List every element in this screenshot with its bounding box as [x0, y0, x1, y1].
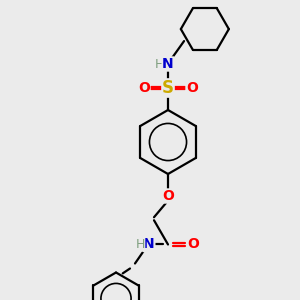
- Text: N: N: [162, 57, 174, 71]
- Text: N: N: [143, 238, 155, 251]
- Text: H: H: [154, 58, 164, 70]
- Text: O: O: [162, 189, 174, 203]
- Text: S: S: [162, 79, 174, 97]
- Text: O: O: [187, 238, 199, 251]
- Text: H: H: [135, 238, 145, 251]
- Text: O: O: [138, 81, 150, 95]
- Text: O: O: [186, 81, 198, 95]
